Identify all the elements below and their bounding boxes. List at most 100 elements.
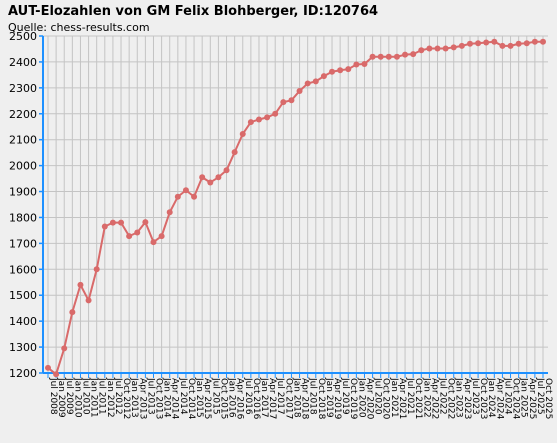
x-tick-label: Jul 2022 bbox=[438, 377, 448, 415]
data-point bbox=[329, 68, 336, 75]
x-tick-label: Jan 2014 bbox=[162, 377, 172, 418]
x-tick-label: Oct 2016 bbox=[251, 378, 261, 420]
x-tick-label: Apr 2022 bbox=[429, 378, 439, 419]
data-point bbox=[288, 97, 295, 104]
x-tick-label: Apr 2024 bbox=[494, 378, 504, 420]
x-tick-label: Jan 2016 bbox=[227, 377, 237, 418]
y-tick-label: 2200 bbox=[9, 108, 37, 121]
x-tick-label: Jan 2017 bbox=[259, 377, 269, 418]
data-point bbox=[174, 193, 181, 200]
x-tick-label: Jul 2018 bbox=[308, 377, 318, 415]
data-point bbox=[191, 193, 198, 200]
chart-subtitle: Quelle: chess-results.com bbox=[8, 21, 150, 34]
data-point bbox=[272, 110, 279, 117]
x-tick-label: Oct 2014 bbox=[186, 378, 196, 420]
y-tick-label: 2500 bbox=[9, 30, 37, 43]
y-tick-label: 1800 bbox=[9, 211, 37, 224]
axes bbox=[42, 36, 548, 374]
data-point bbox=[109, 219, 116, 226]
data-point bbox=[361, 60, 368, 67]
x-tick-label: Oct 2015 bbox=[218, 378, 228, 419]
data-point bbox=[369, 53, 376, 60]
data-point bbox=[491, 38, 498, 45]
data-point bbox=[337, 67, 344, 74]
data-point bbox=[61, 345, 68, 352]
data-point bbox=[223, 167, 230, 174]
data-point bbox=[255, 116, 262, 123]
x-tick-label: Jul 2013 bbox=[145, 377, 155, 415]
data-point bbox=[215, 174, 222, 181]
x-tick-label: Jul 2008 bbox=[48, 377, 58, 415]
x-tick-label: Jan 2021 bbox=[389, 377, 399, 418]
x-tick-label: Jul 2010 bbox=[80, 377, 90, 415]
data-point bbox=[320, 73, 327, 80]
data-point bbox=[377, 53, 384, 60]
x-tick-label: Jan 2025 bbox=[519, 377, 529, 418]
y-tick-label: 2100 bbox=[9, 134, 37, 147]
x-tick-label: Jul 2025 bbox=[535, 377, 545, 415]
data-point bbox=[434, 45, 441, 52]
data-point bbox=[515, 40, 522, 47]
y-tick-label: 1500 bbox=[9, 289, 37, 302]
data-point bbox=[166, 209, 173, 216]
data-point bbox=[69, 309, 76, 316]
x-tick-label: Apr 2014 bbox=[170, 378, 180, 420]
x-tick-label: Oct 2024 bbox=[511, 378, 521, 420]
x-tick-label: Jan 2013 bbox=[129, 377, 139, 418]
x-tick-label: Jul 2011 bbox=[97, 377, 107, 415]
data-point bbox=[53, 371, 60, 378]
data-point bbox=[280, 99, 287, 106]
data-point bbox=[134, 229, 141, 236]
data-point bbox=[304, 80, 311, 87]
x-tick-label: Jul 2015 bbox=[210, 377, 220, 415]
data-point bbox=[93, 266, 100, 273]
data-point bbox=[247, 119, 254, 126]
x-tick-label: Oct 2020 bbox=[381, 378, 391, 420]
data-point bbox=[393, 53, 400, 60]
data-point bbox=[77, 281, 84, 288]
data-point bbox=[523, 40, 530, 47]
data-point bbox=[418, 47, 425, 54]
x-tick-label: Jan 2018 bbox=[291, 377, 301, 418]
data-point bbox=[126, 233, 133, 240]
data-point bbox=[458, 42, 465, 49]
data-point bbox=[231, 149, 238, 156]
series-layer bbox=[45, 38, 546, 378]
y-axis-ticks: 1200 1300 1400 1500 1600 1700 1800 1900 2000 2100… bbox=[9, 30, 43, 380]
x-tick-label: Jan 2010 bbox=[72, 377, 82, 418]
x-tick-label: Jan 2012 bbox=[105, 377, 115, 418]
y-tick-label: 1300 bbox=[9, 341, 37, 354]
x-tick-label: Jul 2016 bbox=[243, 377, 253, 415]
data-point bbox=[483, 39, 490, 46]
data-point bbox=[150, 239, 157, 246]
grid bbox=[43, 35, 548, 374]
x-tick-label: Jul 2020 bbox=[373, 377, 383, 415]
data-point bbox=[499, 42, 506, 49]
x-tick-label: Jan 2020 bbox=[356, 377, 366, 418]
data-point bbox=[296, 87, 303, 94]
x-tick-label: Oct 2021 bbox=[413, 378, 423, 419]
y-tick-label: 2400 bbox=[9, 56, 37, 69]
data-point bbox=[158, 233, 165, 240]
x-tick-label: Apr 2020 bbox=[364, 378, 374, 420]
y-tick-label: 1200 bbox=[9, 367, 37, 380]
y-tick-label: 1900 bbox=[9, 186, 37, 199]
x-tick-label: Oct 2013 bbox=[153, 378, 163, 419]
chart-title: AUT-Elozahlen von GM Felix Blohberger, I… bbox=[8, 4, 378, 19]
x-tick-label: Apr 2013 bbox=[137, 378, 147, 419]
x-tick-label: Jan 2019 bbox=[324, 377, 334, 418]
x-tick-label: Jan 2009 bbox=[56, 377, 66, 418]
data-point bbox=[353, 61, 360, 68]
x-tick-label: Jan 2022 bbox=[421, 377, 431, 418]
x-tick-label: Apr 2015 bbox=[202, 378, 212, 419]
data-point bbox=[345, 66, 352, 73]
data-point bbox=[207, 179, 214, 186]
data-point bbox=[531, 38, 538, 45]
data-point bbox=[540, 38, 546, 45]
data-point bbox=[507, 42, 514, 49]
x-tick-label: Jul 2014 bbox=[178, 377, 188, 415]
data-point bbox=[312, 78, 319, 85]
x-tick-label: Apr 2016 bbox=[235, 378, 245, 420]
